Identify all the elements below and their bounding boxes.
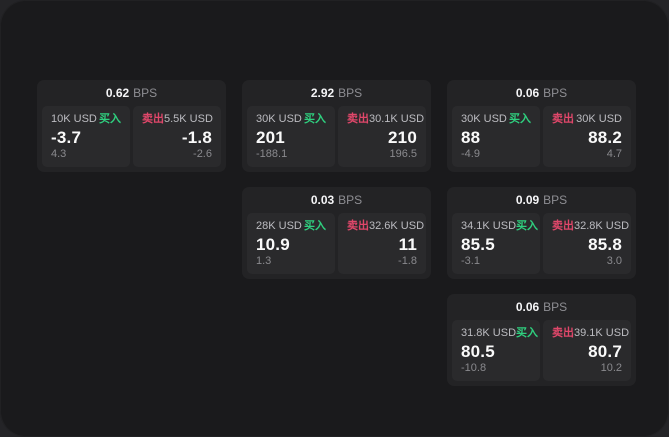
sell-delta: 196.5 [389, 148, 417, 160]
sell-quote-cell[interactable]: 卖出 39.1K USD 80.7 10.2 [543, 320, 631, 381]
sell-notional: 32.6K USD [369, 220, 425, 232]
buy-notional: 30K USD [256, 113, 302, 125]
sell-quote-cell[interactable]: 卖出 32.6K USD 11 -1.8 [338, 213, 426, 274]
sell-price: -1.8 [181, 127, 212, 147]
bps-unit: BPS [133, 86, 158, 100]
bps-unit: BPS [543, 300, 568, 314]
buy-side-label: 买入 [304, 113, 326, 125]
buy-notional: 28K USD [256, 220, 302, 232]
sell-price: 85.8 [588, 234, 622, 254]
sell-side-label: 卖出 [347, 113, 369, 125]
buy-quote-cell[interactable]: 31.8K USD 买入 80.5 -10.8 [452, 320, 540, 381]
buy-side-label: 买入 [304, 220, 326, 232]
card-header: 0.06 BPS [447, 80, 636, 106]
quote-card: 0.06 BPS 30K USD 买入 88 -4.9 卖出 30K USD 8… [447, 80, 636, 172]
sell-notional: 5.5K USD [164, 113, 213, 125]
sell-quote-cell[interactable]: 卖出 32.8K USD 85.8 3.0 [543, 213, 631, 274]
buy-delta: -188.1 [256, 148, 288, 160]
sell-notional: 30.1K USD [369, 113, 425, 125]
buy-quote-cell[interactable]: 34.1K USD 买入 85.5 -3.1 [452, 213, 540, 274]
buy-side-label: 买入 [516, 327, 539, 339]
sell-price: 11 [398, 234, 417, 254]
buy-price: -3.7 [51, 127, 82, 147]
card-header: 0.03 BPS [242, 187, 431, 213]
card-header: 0.06 BPS [447, 294, 636, 320]
quote-card: 0.62 BPS 10K USD 买入 -3.7 4.3 卖出 5.5K USD… [37, 80, 226, 172]
buy-notional: 30K USD [461, 113, 507, 125]
buy-price: 80.5 [461, 341, 495, 361]
bps-unit: BPS [543, 193, 568, 207]
buy-side-label: 买入 [516, 220, 539, 232]
sell-delta: 3.0 [606, 255, 622, 267]
sell-price: 210 [388, 127, 417, 147]
bps-value: 0.09 [515, 193, 540, 207]
sell-delta: -2.6 [193, 148, 212, 160]
buy-side-label: 买入 [99, 113, 121, 125]
buy-quote-cell[interactable]: 10K USD 买入 -3.7 4.3 [42, 106, 130, 167]
sell-quote-cell[interactable]: 卖出 30K USD 88.2 4.7 [543, 106, 631, 167]
buy-delta: -10.8 [461, 362, 487, 374]
buy-quote-cell[interactable]: 28K USD 买入 10.9 1.3 [247, 213, 335, 274]
card-header: 0.09 BPS [447, 187, 636, 213]
quote-card: 0.06 BPS 31.8K USD 买入 80.5 -10.8 卖出 39.1… [447, 294, 636, 386]
sell-price: 88.2 [588, 127, 622, 147]
quote-card: 2.92 BPS 30K USD 买入 201 -188.1 卖出 30.1K … [242, 80, 431, 172]
bps-value: 0.06 [515, 86, 540, 100]
bps-value: 2.92 [310, 86, 335, 100]
buy-delta: 4.3 [51, 148, 67, 160]
buy-delta: -3.1 [461, 255, 480, 267]
sell-notional: 32.8K USD [574, 220, 630, 232]
sell-notional: 39.1K USD [574, 327, 630, 339]
card-header: 0.62 BPS [37, 80, 226, 106]
quote-card: 0.09 BPS 34.1K USD 买入 85.5 -3.1 卖出 32.8K… [447, 187, 636, 279]
buy-side-label: 买入 [509, 113, 531, 125]
buy-notional: 10K USD [51, 113, 97, 125]
card-header: 2.92 BPS [242, 80, 431, 106]
sell-side-label: 卖出 [552, 220, 574, 232]
bps-unit: BPS [338, 86, 363, 100]
sell-quote-cell[interactable]: 卖出 5.5K USD -1.8 -2.6 [133, 106, 221, 167]
buy-price: 10.9 [256, 234, 290, 254]
buy-quote-cell[interactable]: 30K USD 买入 88 -4.9 [452, 106, 540, 167]
buy-notional: 34.1K USD [461, 220, 517, 232]
buy-price: 88 [461, 127, 481, 147]
buy-delta: 1.3 [256, 255, 272, 267]
sell-side-label: 卖出 [347, 220, 369, 232]
sell-price: 80.7 [588, 341, 622, 361]
bps-unit: BPS [543, 86, 568, 100]
sell-notional: 30K USD [576, 113, 622, 125]
sell-side-label: 卖出 [552, 113, 574, 125]
buy-price: 201 [256, 127, 285, 147]
sell-delta: 4.7 [606, 148, 622, 160]
sell-side-label: 卖出 [142, 113, 164, 125]
buy-delta: -4.9 [461, 148, 480, 160]
buy-price: 85.5 [461, 234, 495, 254]
sell-side-label: 卖出 [552, 327, 574, 339]
bps-value: 0.62 [105, 86, 130, 100]
bps-value: 0.06 [515, 300, 540, 314]
sell-quote-cell[interactable]: 卖出 30.1K USD 210 196.5 [338, 106, 426, 167]
quote-card: 0.03 BPS 28K USD 买入 10.9 1.3 卖出 32.6K US… [242, 187, 431, 279]
buy-notional: 31.8K USD [461, 327, 517, 339]
sell-delta: -1.8 [398, 255, 417, 267]
bps-unit: BPS [338, 193, 363, 207]
sell-delta: 10.2 [600, 362, 622, 374]
buy-quote-cell[interactable]: 30K USD 买入 201 -188.1 [247, 106, 335, 167]
bps-value: 0.03 [310, 193, 335, 207]
